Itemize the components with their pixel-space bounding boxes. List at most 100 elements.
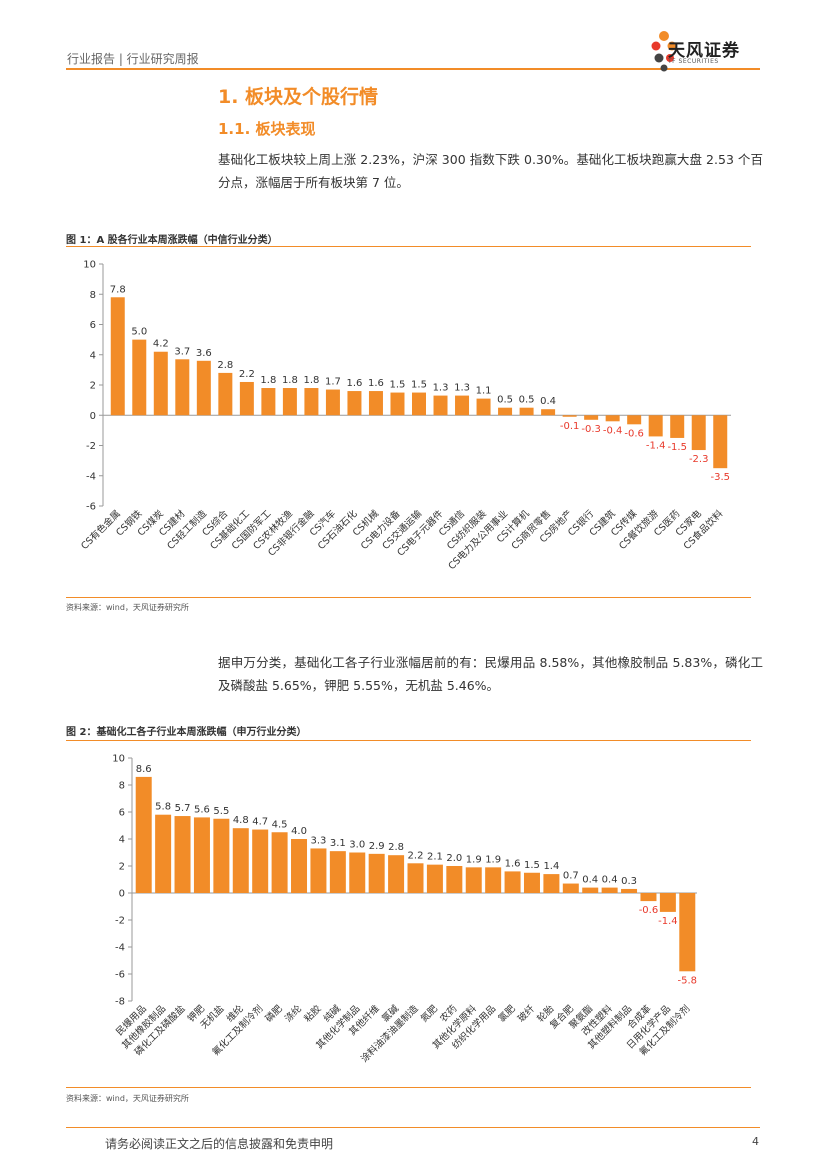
figure1-top-rule <box>66 246 751 247</box>
bar <box>325 389 340 416</box>
data-label: 4.8 <box>233 815 249 826</box>
bar <box>252 829 269 893</box>
header-divider <box>66 68 760 70</box>
data-label: -1.5 <box>667 442 687 453</box>
y-tick-label: 6 <box>90 320 96 331</box>
bar <box>691 415 706 451</box>
bar <box>132 339 147 416</box>
bar <box>110 297 125 416</box>
company-logo <box>651 31 677 72</box>
figure2-source: 资料来源：wind，天风证券研究所 <box>66 1094 189 1103</box>
data-label: 5.7 <box>175 803 191 814</box>
data-label: 1.5 <box>524 860 540 871</box>
data-label: 1.3 <box>433 383 449 394</box>
bar <box>329 851 346 893</box>
y-tick-label: 8 <box>119 781 125 792</box>
bar <box>426 864 443 893</box>
data-label: 2.8 <box>388 842 404 853</box>
bar <box>349 852 366 893</box>
figure1-title: 图 1：A 股各行业本周涨跌幅（中信行业分类） <box>66 235 278 246</box>
bar <box>465 867 482 893</box>
bar <box>261 388 276 416</box>
bar <box>310 848 327 893</box>
y-tick-label: 2 <box>90 381 96 392</box>
paragraph-sector-performance: 基础化工板块较上周上涨 2.23%，沪深 300 指数下跌 0.30%。基础化工… <box>218 152 763 190</box>
y-tick-label: 2 <box>119 862 125 873</box>
footer-disclaimer: 请务必阅读正文之后的信息披露和免责申明 <box>105 1137 334 1151</box>
bar <box>543 874 560 893</box>
bar <box>412 392 426 416</box>
bar <box>582 887 599 893</box>
y-tick-label: 0 <box>90 411 96 422</box>
y-tick-label: -2 <box>86 441 96 452</box>
logo-name: 天风证券 <box>668 41 740 61</box>
bar <box>271 832 288 893</box>
bar <box>605 415 620 422</box>
figure1-source: 资料来源：wind，天风证券研究所 <box>66 603 189 612</box>
data-label: 1.9 <box>466 854 482 865</box>
bar <box>504 871 521 893</box>
data-label: -3.5 <box>710 472 730 483</box>
data-label: -1.4 <box>658 916 678 927</box>
figure1-bar-chart: 1086420-2-4-67.8CS有色金属5.0CS钢铁4.2CS煤炭3.7C… <box>79 260 731 572</box>
data-label: 4.0 <box>291 826 307 837</box>
bar <box>485 867 502 893</box>
bar <box>239 381 254 416</box>
logo-flower-icon <box>651 31 677 72</box>
data-label: 0.5 <box>519 395 535 406</box>
page-number: 4 <box>752 1135 759 1148</box>
data-label: 1.6 <box>505 858 521 869</box>
bar <box>476 398 491 416</box>
logo-subtitle: TF SECURITIES <box>668 58 719 65</box>
data-label: 2.8 <box>217 360 233 371</box>
y-tick-label: 0 <box>119 889 125 900</box>
bar <box>648 415 663 437</box>
data-label: -0.6 <box>639 905 659 916</box>
data-label: -2.3 <box>689 454 709 465</box>
bar <box>213 818 230 893</box>
data-label: -0.4 <box>603 425 623 436</box>
y-tick-label: -4 <box>115 943 125 954</box>
data-label: 2.2 <box>239 369 255 380</box>
category-label: 涤纶 <box>282 1002 304 1024</box>
data-label: 4.2 <box>153 339 169 350</box>
bar <box>193 817 210 893</box>
category-label: 磷肥 <box>263 1002 285 1024</box>
data-label: 1.1 <box>476 386 492 397</box>
data-label: 1.5 <box>390 380 406 391</box>
breadcrumb: 行业报告 | 行业研究周报 <box>67 52 199 66</box>
category-label: 玻纤 <box>515 1002 537 1024</box>
bar <box>407 863 424 893</box>
section-heading: 1. 板块及个股行情 <box>218 86 379 108</box>
bar <box>347 391 362 416</box>
data-label: 1.9 <box>485 854 501 865</box>
data-label: 1.5 <box>411 380 427 391</box>
y-tick-label: -8 <box>115 997 125 1008</box>
data-label: -0.1 <box>560 421 580 432</box>
y-tick-label: -6 <box>86 502 96 513</box>
figure2-bottom-rule <box>66 1087 751 1088</box>
bar <box>135 776 152 893</box>
data-label: 4.7 <box>252 817 268 828</box>
bar <box>523 872 540 893</box>
data-label: 5.6 <box>194 804 210 815</box>
data-label: 1.3 <box>454 383 470 394</box>
bar <box>519 407 534 416</box>
y-tick-label: 10 <box>83 260 96 271</box>
data-label: -0.6 <box>624 428 644 439</box>
data-label: 1.8 <box>260 375 276 386</box>
bar <box>196 360 211 416</box>
paragraph-subindustry: 据申万分类，基础化工各子行业涨幅居前的有：民爆用品 8.58%，其他橡胶制品 5… <box>218 655 763 693</box>
category-label: 粘胶 <box>302 1002 324 1024</box>
subsection-heading: 1.1. 板块表现 <box>218 120 316 138</box>
bar <box>498 407 513 416</box>
y-tick-label: 4 <box>90 350 96 361</box>
y-tick-label: -2 <box>115 916 125 927</box>
data-label: 0.3 <box>621 876 637 887</box>
data-label: 0.7 <box>563 871 579 882</box>
bar <box>232 828 249 893</box>
y-tick-label: 6 <box>119 808 125 819</box>
bar <box>455 395 470 416</box>
data-label: 1.6 <box>346 378 362 389</box>
y-tick-label: -4 <box>86 471 96 482</box>
